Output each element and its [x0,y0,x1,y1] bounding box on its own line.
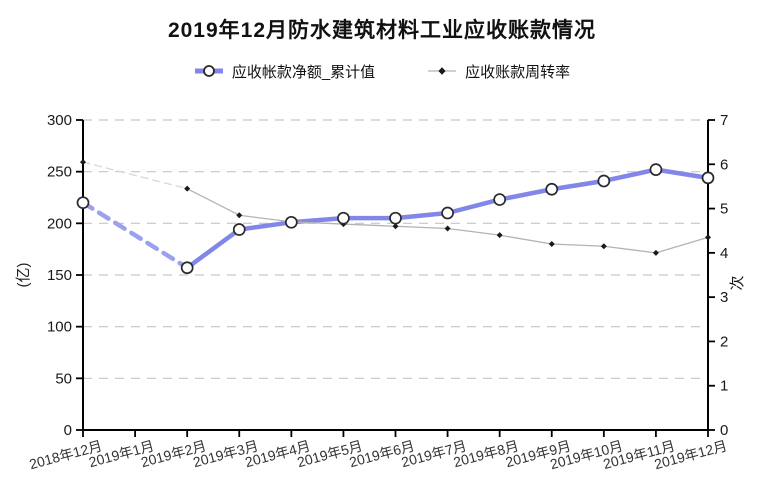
plot-area: 0 50 100 150 200 250 300 0 1 2 3 4 5 6 7 2018年12月 2019年1… [0,88,764,495]
svg-text:0: 0 [720,422,728,439]
left-axis-ticks: 0 50 100 150 200 250 300 [47,112,83,439]
svg-text:1: 1 [720,378,728,395]
series-markers-net-receivables [76,163,715,275]
line-dot-marker-icon [427,64,457,78]
svg-text:5: 5 [720,201,728,218]
chart-legend: 应收帐款净额_累计值 应收账款周转率 [0,58,764,84]
line-chart-canvas: 0 50 100 150 200 250 300 0 1 2 3 4 5 6 7 2018年12月2019年1… [15,112,746,472]
svg-text:7: 7 [720,112,728,129]
legend-item-turnover[interactable]: 应收账款周转率 [427,61,570,82]
series-markers-turnover [80,159,711,256]
svg-text:50: 50 [55,370,72,387]
svg-text:250: 250 [47,164,72,181]
chart-title: 2019年12月防水建筑材料工业应收账款情况 [167,19,597,42]
series-line-turnover [82,161,709,254]
x-axis-ticks: 2018年12月2019年1月2019年2月2019年3月2019年4月2019… [27,430,729,472]
gridlines [83,119,708,379]
svg-text:300: 300 [47,112,72,129]
svg-text:3: 3 [720,289,728,306]
svg-text:100: 100 [47,319,72,336]
right-axis-ticks: 0 1 2 3 4 5 6 7 [708,112,728,439]
axis-titles: (亿) 次 [15,263,746,291]
legend-item-net-receivables[interactable]: 应收帐款净额_累计值 [194,61,375,82]
svg-text:150: 150 [47,267,72,284]
svg-text:0: 0 [64,422,72,439]
legend-label-turnover: 应收账款周转率 [465,63,571,81]
right-axis-unit-label: 次 [729,275,746,290]
legend-label-net-receivables: 应收帐款净额_累计值 [231,63,376,81]
svg-text:6: 6 [720,156,728,173]
left-axis-unit-label: (亿) [15,263,32,288]
svg-text:200: 200 [47,215,72,232]
svg-text:4: 4 [720,245,728,262]
svg-text:2: 2 [720,333,728,350]
line-circle-marker-icon [194,64,224,78]
